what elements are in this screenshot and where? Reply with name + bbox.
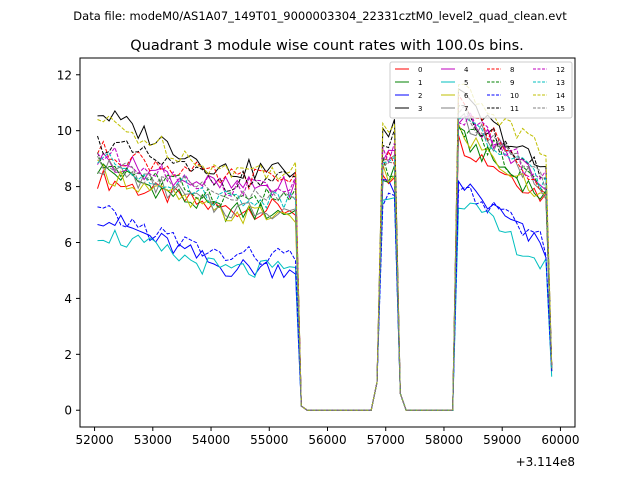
- y-tick-label: 8: [64, 180, 72, 194]
- x-axis: 52000 53000 54000 55000 56000 57000 58000 59000…: [75, 427, 580, 447]
- legend-label-4: 4: [464, 66, 469, 74]
- legend-label-3: 3: [418, 105, 422, 113]
- legend-label-0: 0: [418, 66, 422, 74]
- figure-suptitle: Data file: modeM0/AS1A07_149T01_90000033…: [73, 9, 567, 23]
- legend-box: [389, 61, 573, 119]
- chart-title: Quadrant 3 module wise count rates with …: [130, 38, 524, 54]
- legend-label-14: 14: [556, 92, 565, 100]
- series-line-15: [97, 104, 553, 411]
- y-tick-label: 2: [64, 348, 72, 362]
- legend-label-1: 1: [418, 79, 422, 87]
- x-offset-label: +3.114e8: [516, 455, 575, 469]
- x-tick-label: 60000: [541, 433, 579, 447]
- legend-label-6: 6: [464, 92, 469, 100]
- x-tick-label: 55000: [250, 433, 288, 447]
- x-tick-label: 52000: [75, 433, 113, 447]
- legend-label-13: 13: [556, 79, 565, 87]
- legend-label-2: 2: [418, 92, 422, 100]
- x-tick-label: 58000: [425, 433, 463, 447]
- legend-label-11: 11: [510, 105, 519, 113]
- series-line-12: [97, 111, 553, 411]
- legend-label-9: 9: [510, 79, 514, 87]
- legend-label-7: 7: [464, 105, 468, 113]
- x-tick-label: 56000: [308, 433, 346, 447]
- legend-label-5: 5: [464, 79, 468, 87]
- legend-label-10: 10: [510, 92, 519, 100]
- y-tick-label: 0: [64, 404, 72, 418]
- x-tick-label: 54000: [192, 433, 230, 447]
- y-tick-label: 4: [64, 292, 72, 306]
- y-tick-label: 10: [57, 124, 72, 138]
- y-axis: 0 2 4 6 8 10 12: [57, 68, 80, 418]
- legend-label-8: 8: [510, 66, 514, 74]
- legend-label-12: 12: [556, 66, 565, 74]
- legend-label-15: 15: [556, 105, 565, 113]
- x-tick-label: 53000: [134, 433, 172, 447]
- y-tick-label: 6: [64, 236, 72, 250]
- y-tick-label: 12: [57, 68, 72, 82]
- x-tick-label: 59000: [483, 433, 521, 447]
- x-tick-label: 57000: [367, 433, 405, 447]
